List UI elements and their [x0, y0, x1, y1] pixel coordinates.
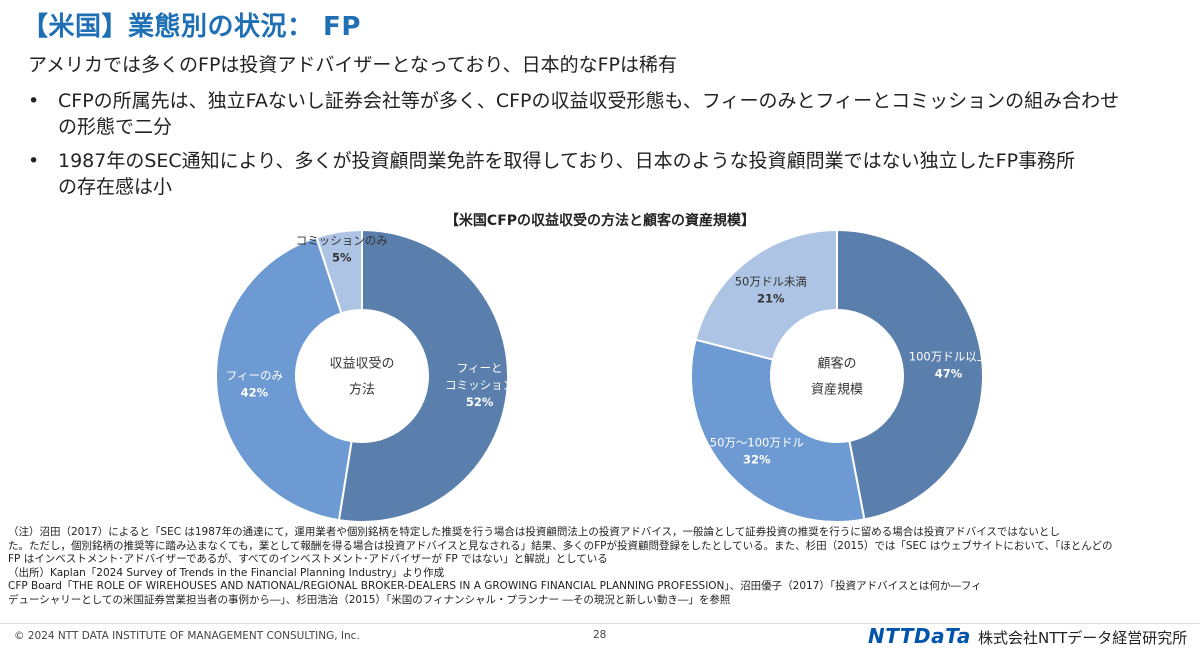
donut-slice	[690, 338, 866, 523]
slice-category-label: フィーと	[457, 361, 503, 375]
slice-percent-label: 52%	[466, 395, 494, 409]
donut-center-label: 収益収受の	[329, 357, 394, 372]
page-title: 【米国】業態別の状況： FP	[22, 12, 361, 42]
donut-center-label: 資産規模	[811, 382, 863, 398]
footnote-line: CFP Board「THE ROLE OF WIREHOUSES AND NAT…	[8, 580, 982, 592]
page-number: 28	[593, 629, 607, 641]
slice-category-label: 100万ドル以上	[909, 349, 988, 363]
slice-category-label: コミッションのみ	[296, 234, 388, 248]
donut-center-label: 顧客の	[817, 356, 856, 372]
donut-slice	[315, 228, 363, 315]
donut-charts: フィーとコミッション 52% フィーのみ 42% コミッションのみ 5% 収益収受の方法 10…	[215, 228, 988, 523]
slice-category-label: 50万～100万ドル	[710, 435, 804, 449]
slice-percent-label: 47%	[935, 366, 963, 380]
slice-category-label: フィーのみ	[226, 369, 283, 383]
donut-slice	[694, 228, 838, 361]
slice-percent-label: 5%	[332, 251, 352, 265]
footnote-line: デューシャリーとしての米国証券営業担当者の事例から―」、杉田浩治（2015）「米…	[8, 593, 731, 606]
footnote-line: （出所）Kaplan「2024 Survey of Trends in the …	[8, 566, 445, 579]
bullet-list: • CFPの所属先は、独立FAないし証券会社等が多く、CFPの収益収受形態も、フ…	[28, 88, 1178, 208]
bullet-dot: •	[28, 150, 40, 172]
page-subtitle: アメリカでは多くのFPは投資アドバイザーとなっており、日本的なFPは稀有	[28, 54, 677, 76]
slice-category-label: 50万ドル未満	[735, 275, 807, 289]
slice-category-label: コミッション	[445, 378, 514, 392]
bullet-text-line1: CFPの所属先は、独立FAないし証券会社等が多く、CFPの収益収受形態も、フィー…	[58, 90, 1120, 112]
bullet-text-line2: の形態で二分	[58, 116, 173, 138]
footnote-line: た。ただし，個別銘柄の推奨等に踏み込まなくても，業として報酬を得る場合は投資アド…	[8, 539, 1113, 552]
footer-copyright: © 2024 NTT DATA INSTITUTE OF MANAGEMENT …	[14, 630, 360, 642]
footnotes: （注）沼田（2017）によると「SEC は1987年の通達にて，運用業者や個別銘…	[8, 526, 1193, 607]
bullet-text-line2: の存在感は小	[58, 176, 173, 198]
slice-percent-label: 42%	[241, 386, 269, 400]
donut-slice	[836, 228, 984, 521]
chart-title: 【米国CFPの収益収受の方法と顧客の資産規模】	[444, 213, 756, 229]
bullet-item: • 1987年のSEC通知により、多くが投資顧問業免許を取得しており、日本のよう…	[28, 148, 1178, 200]
footnote-line: （注）沼田（2017）によると「SEC は1987年の通達にて，運用業者や個別銘…	[8, 526, 1060, 538]
bullet-dot: •	[28, 90, 40, 112]
company-name: 株式会社NTTデータ経営研究所	[978, 629, 1188, 647]
slice-percent-label: 32%	[743, 452, 771, 466]
donut-slice	[215, 236, 353, 522]
footer-divider	[0, 623, 1200, 624]
bullet-text-line1: 1987年のSEC通知により、多くが投資顧問業免許を取得しており、日本のような投…	[58, 150, 1076, 172]
donut-center-label: 方法	[349, 382, 375, 398]
ntt-data-logo: NTTDaTa	[868, 624, 971, 648]
slice-percent-label: 21%	[757, 292, 785, 306]
footnote-line: FP はインベストメント･アドバイザーであるが、すべてのインベストメント･アドバ…	[8, 553, 608, 565]
donut-slice	[337, 228, 509, 523]
bullet-item: • CFPの所属先は、独立FAないし証券会社等が多く、CFPの収益収受形態も、フ…	[28, 88, 1178, 140]
